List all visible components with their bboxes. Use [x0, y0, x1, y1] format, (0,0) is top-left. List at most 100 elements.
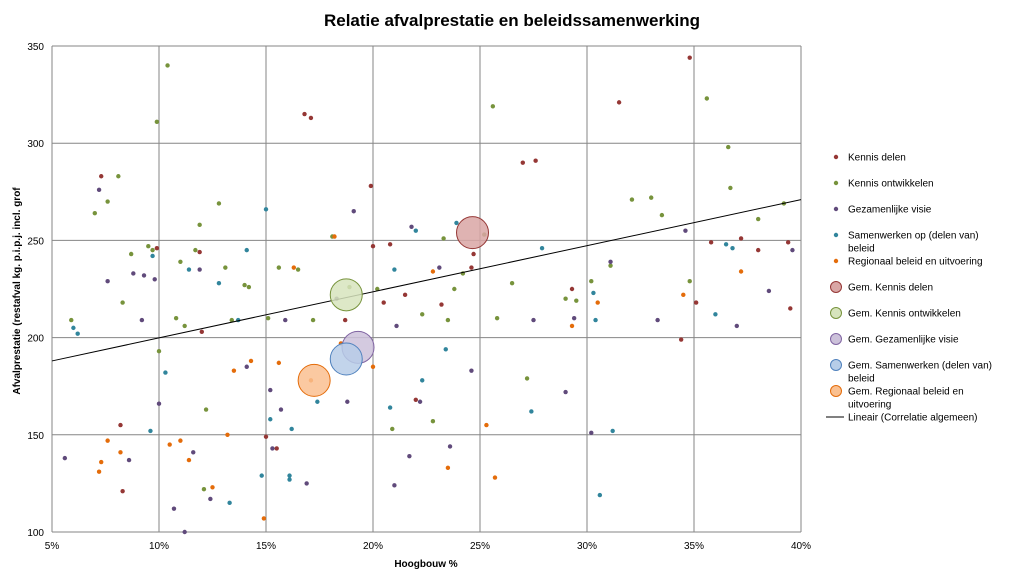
data-point: [738, 269, 744, 274]
data-point: [342, 317, 348, 323]
data-point: [105, 438, 110, 443]
x-tick-label: 15%: [256, 541, 276, 552]
legend-label: Gem. Regionaal beleid en uitvoering: [848, 387, 964, 411]
data-point: [437, 265, 442, 270]
data-point: [407, 453, 412, 459]
data-point: [182, 323, 187, 329]
data-point: [259, 473, 264, 478]
data-points: [62, 55, 795, 535]
data-point: [524, 376, 530, 381]
data-point: [71, 325, 76, 331]
data-point: [231, 368, 237, 373]
data-point: [417, 399, 423, 404]
data-point: [216, 280, 222, 286]
legend-entry: Gezamenlijke visie: [833, 205, 932, 216]
data-point: [287, 473, 292, 478]
data-point: [208, 496, 213, 502]
average-bubble: [329, 342, 363, 376]
data-point: [295, 267, 301, 272]
data-point: [197, 222, 202, 228]
data-point: [128, 251, 134, 257]
data-point: [649, 195, 654, 200]
x-tick-label: 10%: [149, 541, 169, 552]
data-point: [216, 201, 222, 206]
data-point: [225, 432, 230, 437]
legend-marker: [830, 281, 842, 293]
axis-ticks: 5% 10% 15% 20% 25% 30% 35% 40% 100 150 200 250 300 35…: [27, 42, 811, 552]
data-point: [571, 315, 577, 321]
trendline: [51, 199, 802, 362]
data-point: [126, 457, 132, 463]
data-point: [390, 426, 395, 432]
data-point: [270, 446, 275, 451]
data-point: [287, 477, 292, 482]
data-point: [681, 292, 686, 298]
legend-label: Gem. Kennis ontwikkelen: [848, 309, 961, 320]
data-point: [167, 442, 172, 447]
data-point: [148, 428, 153, 434]
data-point: [197, 249, 202, 255]
legend-entry: Gem. Kennis delen: [830, 281, 933, 294]
data-point: [99, 174, 104, 179]
data-point: [756, 216, 761, 222]
data-point: [420, 378, 425, 383]
data-point: [520, 160, 525, 165]
data-point: [494, 315, 500, 321]
data-point: [693, 300, 699, 305]
data-point: [141, 273, 147, 278]
x-tick-label: 35%: [684, 541, 704, 552]
data-point: [394, 323, 399, 329]
data-point: [678, 337, 684, 342]
x-tick-label: 30%: [577, 541, 597, 552]
data-point: [469, 265, 474, 270]
data-point: [186, 267, 192, 272]
data-point: [655, 317, 660, 323]
legend-entry: Kennis ontwikkelen: [833, 179, 934, 190]
legend-label: Regionaal beleid en uitvoering: [848, 257, 983, 268]
data-point: [156, 401, 162, 406]
data-point: [150, 253, 155, 259]
data-point: [75, 331, 80, 336]
data-point: [165, 63, 170, 68]
y-tick-label: 150: [27, 431, 44, 442]
data-point: [210, 485, 215, 490]
data-point: [304, 481, 309, 486]
legend-entry: Kennis delen: [833, 153, 906, 164]
x-tick-label: 20%: [363, 541, 383, 552]
data-point: [227, 500, 232, 506]
data-point: [120, 488, 125, 494]
legend-marker: [833, 232, 839, 238]
data-point: [687, 279, 692, 284]
data-point: [531, 317, 536, 323]
data-point: [723, 242, 729, 247]
data-point: [375, 286, 380, 292]
y-tick-label: 250: [27, 236, 44, 247]
data-point: [368, 183, 374, 189]
data-point: [278, 407, 284, 412]
data-point: [387, 242, 393, 247]
data-point: [302, 111, 307, 117]
data-point: [430, 418, 436, 424]
data-point: [447, 444, 453, 449]
legend-entry: Gem. Samenwerken (delen van) beleid: [830, 359, 992, 385]
data-point: [420, 312, 425, 317]
data-point: [351, 209, 356, 214]
data-point: [563, 296, 568, 301]
x-tick-label: 25%: [470, 541, 490, 552]
data-point: [704, 96, 710, 101]
data-point: [244, 247, 249, 253]
data-point: [178, 438, 183, 443]
data-point: [244, 364, 249, 369]
legend-marker: [833, 180, 839, 186]
data-point: [529, 409, 534, 414]
data-point: [687, 55, 692, 60]
data-point: [118, 422, 123, 428]
y-tick-label: 350: [27, 42, 44, 53]
data-point: [283, 317, 288, 323]
data-point: [539, 245, 545, 251]
x-tick-label: 5%: [45, 541, 60, 552]
legend-label: Gem. Samenwerken (delen van) beleid: [848, 361, 992, 385]
data-point: [276, 360, 282, 366]
data-point: [265, 315, 271, 321]
data-point: [263, 434, 269, 439]
